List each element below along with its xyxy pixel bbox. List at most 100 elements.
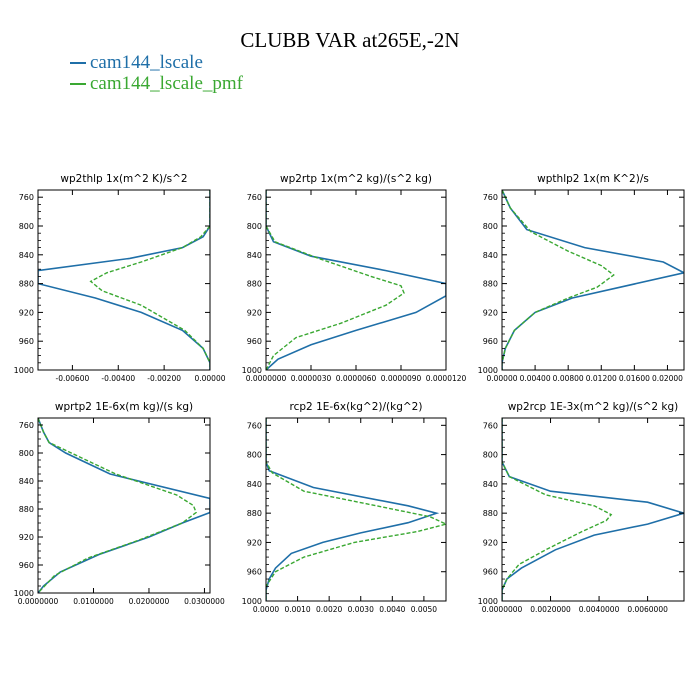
y-tick-label: 760 xyxy=(483,193,498,202)
x-tick-label: 0.01600 xyxy=(619,374,650,383)
x-tick-label: 0.0040 xyxy=(379,605,405,614)
x-tick-label: 0.02000 xyxy=(652,374,683,383)
x-tick-label: 0.00000 xyxy=(194,374,225,383)
series-line-cam144-lscale-pmf xyxy=(266,190,405,370)
subplot-4: wprtp2 1E-6x(m kg)/(s kg) 760 800 840 880 920… xyxy=(14,401,225,606)
plot-frame xyxy=(265,189,447,371)
subplot-title: wpthlp2 1x(m K^2)/s xyxy=(537,173,649,185)
series-line-cam144-lscale xyxy=(266,190,446,370)
y-tick-label: 960 xyxy=(247,568,262,577)
x-tick-label: 0.00800 xyxy=(553,374,584,383)
x-tick-label: 0.0010 xyxy=(284,605,310,614)
y-tick-label: 880 xyxy=(247,509,262,518)
x-tick-label: -0.00200 xyxy=(147,374,181,383)
x-tick-label: 0.0200000 xyxy=(129,597,170,606)
y-tick-label: 800 xyxy=(19,449,34,458)
y-tick-label: 1000 xyxy=(478,597,498,606)
y-tick-label: 960 xyxy=(19,337,34,346)
x-tick-label: 0.0030 xyxy=(348,605,374,614)
legend-swatch-series1 xyxy=(70,61,86,64)
x-tick-label: 0.0300000 xyxy=(184,597,225,606)
x-tick-label: 0.0000060 xyxy=(336,374,377,383)
y-tick-label: 880 xyxy=(19,280,34,289)
y-tick-label: 1000 xyxy=(242,366,262,375)
y-tick-label: 760 xyxy=(247,421,262,430)
plot-frame xyxy=(37,417,211,594)
x-tick-label: 0.01200 xyxy=(586,374,617,383)
x-tick-label: 0.0000000 xyxy=(246,374,287,383)
y-tick-label: 1000 xyxy=(14,366,34,375)
x-tick-label: 0.0040000 xyxy=(579,605,620,614)
plot-frame xyxy=(501,417,685,602)
y-tick-label: 1000 xyxy=(14,589,34,598)
x-tick-label: 0.0000090 xyxy=(381,374,422,383)
y-tick-label: 880 xyxy=(247,280,262,289)
y-tick-label: 760 xyxy=(483,421,498,430)
legend-item-series2: cam144_lscale_pmf xyxy=(70,73,243,94)
series-line-cam144-lscale xyxy=(266,418,440,601)
subplot-title: wp2rcp 1E-3x(m^2 kg)/(s^2 kg) xyxy=(508,401,679,413)
y-tick-label: 880 xyxy=(483,509,498,518)
legend-label-series1: cam144_lscale xyxy=(90,52,203,73)
series-line-cam144-lscale-pmf xyxy=(266,418,446,601)
y-tick-label: 800 xyxy=(247,222,262,231)
subplot-3: wpthlp2 1x(m K^2)/s 760 800 840 880 920 960 100… xyxy=(478,173,685,383)
y-tick-label: 960 xyxy=(19,561,34,570)
x-tick-label: 0.0100000 xyxy=(73,597,114,606)
subplot-2: wp2rtp 1x(m^2 kg)/(s^2 kg) 760 800 840 880 92… xyxy=(242,173,467,383)
legend-item-series1: cam144_lscale xyxy=(70,52,243,73)
x-tick-label: 0.0050 xyxy=(411,605,437,614)
y-tick-label: 760 xyxy=(19,193,34,202)
x-tick-label: 0.00000 xyxy=(486,374,517,383)
plot-frame xyxy=(37,189,211,371)
x-tick-label: 0.0000030 xyxy=(291,374,332,383)
y-tick-label: 880 xyxy=(19,505,34,514)
series-line-cam144-lscale-pmf xyxy=(502,418,613,601)
y-tick-label: 960 xyxy=(483,337,498,346)
y-tick-label: 760 xyxy=(247,193,262,202)
y-tick-label: 800 xyxy=(19,222,34,231)
y-tick-label: 840 xyxy=(19,477,34,486)
y-tick-label: 800 xyxy=(483,222,498,231)
x-tick-label: 0.0000000 xyxy=(18,597,59,606)
series-line-cam144-lscale-pmf xyxy=(38,418,197,593)
x-tick-label: 0.0020 xyxy=(316,605,342,614)
y-tick-label: 840 xyxy=(483,480,498,489)
y-tick-label: 960 xyxy=(247,337,262,346)
x-tick-label: 0.00400 xyxy=(520,374,551,383)
y-tick-label: 1000 xyxy=(478,366,498,375)
y-tick-label: 760 xyxy=(19,421,34,430)
subplot-6: wp2rcp 1E-3x(m^2 kg)/(s^2 kg) 760 800 840 88… xyxy=(478,401,685,614)
y-tick-label: 920 xyxy=(247,308,262,317)
series-line-cam144-lscale xyxy=(38,190,210,370)
subplot-1: wp2thlp 1x(m^2 K)/s^2 760 800 840 880 920 960 1… xyxy=(14,173,226,383)
series-line-cam144-lscale-pmf xyxy=(502,190,615,370)
x-tick-label: 0.0000120 xyxy=(426,374,467,383)
subplot-5: rcp2 1E-6x(kg^2)/(kg^2) 760 800 840 880 920 96… xyxy=(242,401,447,614)
x-tick-label: -0.00600 xyxy=(56,374,90,383)
series-line-cam144-lscale xyxy=(502,418,684,601)
y-tick-label: 800 xyxy=(247,451,262,460)
y-tick-label: 1000 xyxy=(242,597,262,606)
legend-swatch-series2 xyxy=(70,82,86,85)
x-tick-label: 0.0000 xyxy=(253,605,279,614)
y-tick-label: 800 xyxy=(483,451,498,460)
y-tick-label: 920 xyxy=(247,538,262,547)
x-tick-label: 0.0060000 xyxy=(627,605,668,614)
y-tick-label: 920 xyxy=(483,538,498,547)
subplot-title: rcp2 1E-6x(kg^2)/(kg^2) xyxy=(290,401,423,413)
y-tick-label: 840 xyxy=(247,480,262,489)
subplot-title: wp2rtp 1x(m^2 kg)/(s^2 kg) xyxy=(280,173,432,185)
plot-frame xyxy=(265,417,447,602)
y-tick-label: 840 xyxy=(483,251,498,260)
figure-title: CLUBB VAR at265E,-2N xyxy=(240,28,460,52)
y-tick-label: 840 xyxy=(19,251,34,260)
y-tick-label: 880 xyxy=(483,280,498,289)
series-line-cam144-lscale xyxy=(502,190,684,370)
y-tick-label: 960 xyxy=(483,568,498,577)
x-tick-label: 0.0020000 xyxy=(530,605,571,614)
legend: cam144_lscale cam144_lscale_pmf xyxy=(70,52,243,94)
y-tick-label: 920 xyxy=(19,533,34,542)
y-tick-label: 920 xyxy=(483,308,498,317)
